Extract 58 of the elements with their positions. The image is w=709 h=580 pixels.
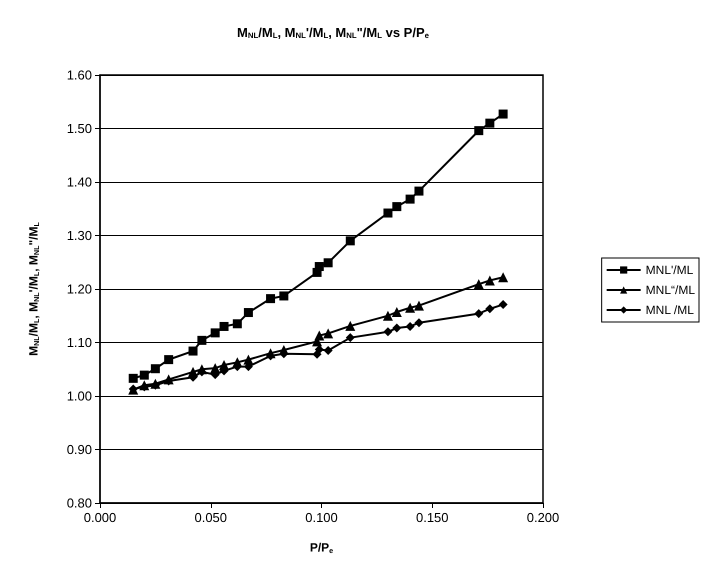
point — [220, 322, 229, 331]
point — [244, 308, 253, 318]
y-tick-label: 1.30 — [66, 228, 92, 243]
x-tick-label: 0.150 — [416, 510, 449, 525]
y-tick-label: 1.00 — [66, 388, 92, 404]
y-tick-label: 1.20 — [66, 282, 92, 296]
point — [197, 336, 206, 345]
point — [324, 346, 333, 356]
point — [314, 262, 324, 272]
point — [474, 126, 484, 136]
point — [150, 364, 160, 374]
y-tick-label: 0.80 — [66, 496, 92, 510]
x-tick-label: 0.200 — [526, 510, 560, 525]
point — [314, 330, 324, 341]
point — [266, 294, 276, 304]
point — [414, 318, 424, 328]
point — [392, 307, 402, 318]
point — [232, 319, 242, 328]
x-tick-label: 0.000 — [84, 510, 116, 525]
point — [324, 258, 333, 268]
point — [188, 346, 198, 356]
x-tick-label: 0.100 — [305, 510, 338, 525]
point — [323, 328, 334, 338]
point — [210, 328, 220, 338]
point — [279, 291, 288, 300]
y-tick-label: 1.60 — [66, 68, 92, 82]
legend-label: MNL'/ML — [646, 263, 694, 277]
point — [140, 370, 149, 380]
point — [414, 186, 424, 196]
point — [392, 202, 402, 212]
y-tick-label: 1.10 — [66, 335, 92, 350]
point — [474, 309, 484, 318]
point — [392, 324, 402, 333]
point — [406, 194, 415, 204]
y-tick-label: 0.90 — [66, 442, 92, 457]
legend-label: MNL /ML — [646, 303, 694, 317]
point — [346, 236, 355, 246]
point — [405, 302, 416, 313]
point — [498, 272, 508, 282]
point — [485, 118, 494, 128]
legend-label: MNL“/ML — [646, 283, 696, 297]
point — [382, 310, 393, 321]
point — [485, 304, 494, 314]
point — [474, 279, 484, 290]
point — [383, 327, 392, 336]
point — [128, 374, 138, 383]
point — [406, 322, 415, 331]
point — [498, 110, 508, 119]
y-tick-label: 1.50 — [66, 121, 92, 136]
point — [484, 275, 495, 286]
point — [498, 300, 508, 310]
point — [383, 208, 392, 218]
x-tick-label: 0.050 — [194, 510, 228, 525]
point — [345, 320, 356, 331]
point — [164, 355, 174, 364]
point — [414, 300, 424, 311]
point — [346, 333, 355, 342]
y-tick-label: 1.40 — [66, 174, 92, 190]
